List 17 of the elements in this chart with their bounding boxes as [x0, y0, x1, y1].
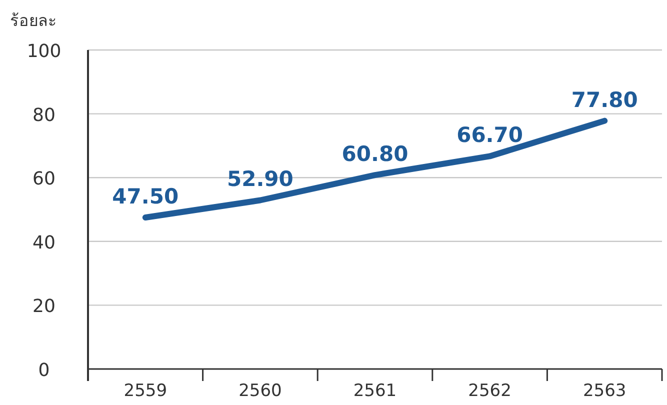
y-tick-label: 60 [32, 168, 56, 190]
y-tick-label: 100 [26, 41, 62, 62]
y-tick-label: 40 [32, 232, 56, 254]
data-label: 47.50 [112, 184, 179, 208]
x-tick-label: 2559 [124, 381, 168, 401]
x-tick-label: 2560 [238, 381, 282, 401]
y-tick-label: 20 [32, 296, 56, 318]
x-tick-label: 2562 [468, 381, 512, 401]
x-tick-label: 2561 [353, 381, 397, 401]
data-label: 60.80 [342, 142, 408, 166]
data-label: 52.90 [226, 167, 294, 192]
data-label: 77.80 [571, 88, 638, 112]
x-tick-label: 2563 [582, 381, 626, 401]
y-tick-label: 0 [38, 360, 50, 381]
y-tick-label: 80 [32, 104, 56, 126]
data-label: 66.70 [456, 123, 524, 148]
y-axis-title: ร้อยละ [10, 11, 57, 30]
